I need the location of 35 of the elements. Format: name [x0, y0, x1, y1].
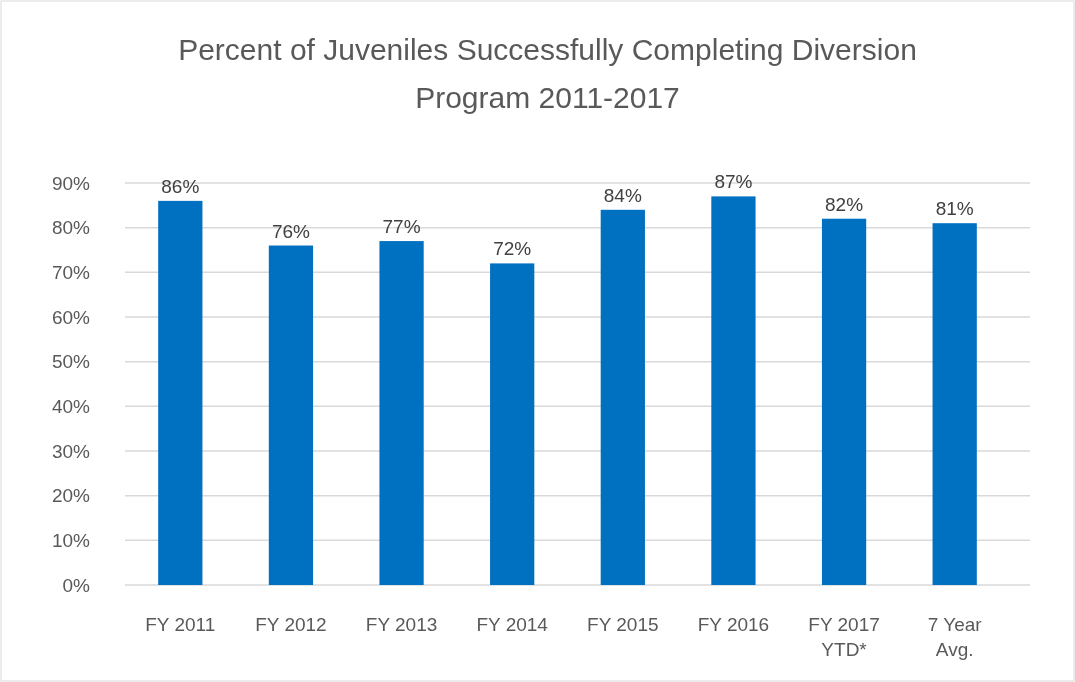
- data-label: 76%: [271, 220, 311, 242]
- bar: [932, 223, 977, 585]
- chart-title: Percent of Juveniles Successfully Completing Diversion Program 2011-2017: [178, 33, 917, 114]
- data-label: 72%: [493, 238, 532, 260]
- data-label: 82%: [825, 193, 864, 215]
- bar: [268, 245, 314, 585]
- y-tick-label: 50%: [51, 351, 91, 373]
- y-tick-label: 40%: [51, 395, 91, 417]
- x-tick-label: FY 2016: [697, 614, 770, 635]
- bar: [158, 200, 203, 585]
- y-tick-label: 30%: [51, 440, 91, 462]
- x-tick-label: FY 2013: [365, 614, 438, 635]
- y-tick-label: 90%: [51, 172, 91, 194]
- y-tick-label: 10%: [51, 529, 91, 551]
- data-label: 81%: [935, 198, 974, 220]
- x-tick-label: FY 2014: [476, 614, 549, 635]
- x-tick-label: FY 2012: [255, 614, 327, 635]
- x-tick-label: FY 2011: [145, 614, 216, 635]
- data-label: 84%: [603, 184, 642, 206]
- data-label: 86%: [161, 175, 200, 197]
- y-tick-label: 20%: [51, 485, 91, 507]
- y-tick-label: 0%: [62, 574, 91, 596]
- bar: [600, 209, 645, 585]
- x-tick-label: 7 Year Avg.: [927, 614, 983, 660]
- bar: [821, 218, 867, 585]
- y-tick-label: 60%: [51, 306, 91, 328]
- y-tick-label: 70%: [51, 261, 91, 283]
- bar: [379, 241, 424, 585]
- x-tick-label: FY 2017 YTD*: [808, 614, 880, 660]
- x-tick-label: FY 2015: [587, 614, 659, 635]
- bar: [490, 263, 535, 585]
- data-label: 87%: [714, 171, 753, 193]
- y-tick-label: 80%: [51, 217, 91, 239]
- bar: [711, 196, 756, 585]
- data-label: 77%: [382, 216, 421, 238]
